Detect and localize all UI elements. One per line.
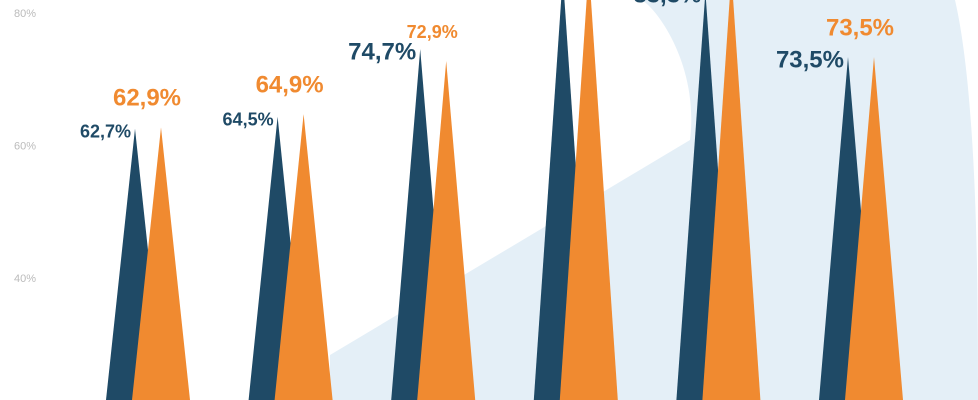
- value-label: 62,9%: [113, 85, 181, 112]
- value-label: 74,7%: [348, 38, 416, 65]
- y-tick-label: 80%: [14, 8, 36, 20]
- spike: [702, 0, 761, 400]
- spike: [274, 114, 333, 400]
- value-label: 72,9%: [407, 22, 458, 42]
- value-label: 83,3%: [633, 0, 701, 8]
- value-label: 62,7%: [80, 121, 131, 141]
- background-shape: [330, 0, 978, 400]
- spike: [417, 61, 476, 400]
- spike: [559, 0, 618, 400]
- value-label: 73,5%: [826, 14, 894, 41]
- value-label: 73,5%: [776, 46, 844, 73]
- value-label: 64,9%: [256, 71, 324, 98]
- y-tick-label: 40%: [14, 273, 36, 285]
- value-label: 64,5%: [223, 109, 274, 129]
- spike: [132, 127, 190, 400]
- y-tick-label: 60%: [14, 141, 36, 153]
- spike: [845, 57, 903, 400]
